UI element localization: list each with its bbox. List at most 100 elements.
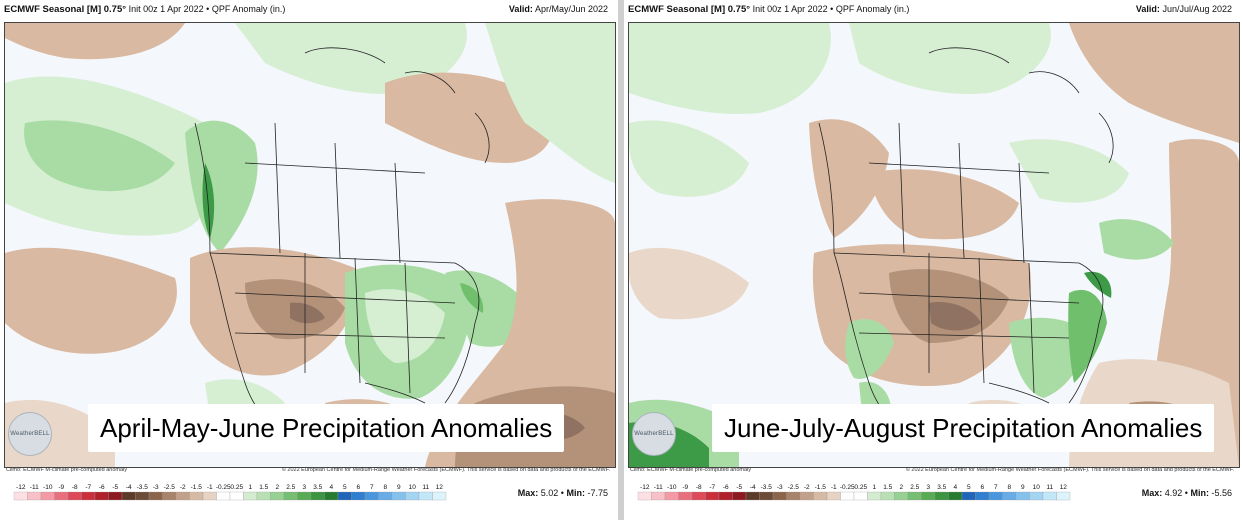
legend-tick-label: -1 [207, 484, 213, 491]
legend-swatch [256, 491, 271, 501]
legend-tick-label: 1 [872, 484, 876, 491]
legend-tick-label: -4 [126, 484, 132, 491]
legend-swatch [867, 491, 882, 501]
legend-swatch [148, 491, 163, 501]
legend-tick-label: -3 [153, 484, 159, 491]
field-name: QPF Anomaly (in.) [211, 4, 286, 14]
legend-tick-label: -8 [72, 484, 78, 491]
map-footer: Climo: ECMWF M-climate pre-computed anom… [4, 467, 614, 477]
init-time: Init 00z 1 Apr 2022 [128, 4, 204, 14]
legend-tick-label: -5 [112, 484, 118, 491]
legend-swatch [175, 491, 190, 501]
legend-tick-label: 3 [302, 484, 306, 491]
weatherbell-logo: WeatherBELL [632, 412, 676, 456]
weatherbell-logo: WeatherBELL [8, 412, 52, 456]
legend-swatch [108, 491, 123, 501]
precip-anomaly-map [4, 22, 616, 468]
init-time: Init 00z 1 Apr 2022 [752, 4, 828, 14]
legend-swatch [418, 491, 433, 501]
legend-tick-label: 12 [436, 484, 444, 491]
copyright-note: © 2022 European Centre for Medium-Range … [905, 467, 1234, 473]
legend-swatch [1042, 491, 1057, 501]
legend-tick-label: -2.5 [788, 484, 800, 491]
valid-period: Valid: Apr/May/Jun 2022 [508, 4, 608, 14]
legend-tick-label: 2 [899, 484, 903, 491]
valid-period: Valid: Jun/Jul/Aug 2022 [1135, 4, 1232, 14]
legend-tick-label: -11 [30, 484, 39, 491]
legend-swatch [162, 491, 177, 501]
legend-tick-label: -5 [736, 484, 742, 491]
legend-swatch [907, 491, 922, 501]
legend-tick-label: -7 [85, 484, 91, 491]
legend-tick-label: -1 [831, 484, 837, 491]
legend-tick-label: -2.5 [164, 484, 176, 491]
legend-tick-label: -10 [667, 484, 677, 491]
legend-tick-label: 0.25 [230, 484, 243, 491]
legend-swatch [921, 491, 936, 501]
map-graphic [5, 23, 615, 467]
color-scale-legend: -12 -11 -10 -9 -8 -7 -6 -5 -4 -3.5 -3 -2.5 -2 -1.5 -1-… [8, 480, 468, 508]
legend-tick-label: -1.5 [191, 484, 203, 491]
legend-swatch [270, 491, 285, 501]
legend-swatch [1029, 491, 1044, 501]
legend-swatch [786, 491, 801, 501]
legend-tick-label: -3.5 [137, 484, 149, 491]
min-value: -7.75 [587, 488, 608, 498]
legend-swatch [1002, 491, 1017, 501]
legend-swatch [1015, 491, 1030, 501]
legend-tick-label: 9 [1021, 484, 1025, 491]
legend-tick-label: -2 [804, 484, 810, 491]
legend-swatch [378, 491, 393, 501]
legend-swatch [405, 491, 420, 501]
legend-tick-label: -9 [682, 484, 688, 491]
legend-tick-label: 10 [409, 484, 417, 491]
panel-jja: ECMWF Seasonal [M] 0.75° Init 00z 1 Apr … [624, 0, 1242, 520]
legend-swatch [432, 491, 447, 501]
legend-swatch [216, 491, 231, 501]
separator: • [830, 4, 834, 14]
legend-tick-label: 3 [926, 484, 930, 491]
legend-tick-label: 3.5 [313, 484, 322, 491]
legend-tick-label: -11 [654, 484, 663, 491]
legend-swatch [283, 491, 298, 501]
legend-swatch [202, 491, 217, 501]
legend-tick-label: 9 [397, 484, 401, 491]
max-value: 4.92 [1164, 488, 1183, 498]
legend-tick-label: -3 [777, 484, 783, 491]
map-header: ECMWF Seasonal [M] 0.75° Init 00z 1 Apr … [4, 4, 614, 22]
legend-swatch [1056, 491, 1071, 501]
precip-anomaly-map [628, 22, 1240, 468]
legend-swatch [81, 491, 96, 501]
legend-tick-label: 11 [1046, 484, 1053, 491]
legend-swatch [772, 491, 787, 501]
legend-tick-label: -10 [43, 484, 53, 491]
legend-swatch [13, 491, 28, 501]
climo-note: Climo: ECMWF M-climate pre-computed anom… [6, 467, 128, 473]
legend-tick-label: 7 [994, 484, 998, 491]
legend-graphic: -12 -11 -10 -9 -8 -7 -6 -5 -4 -3.5 -3 -2.5 -2 -1.5 -1-… [13, 484, 447, 501]
legend-swatch [337, 491, 352, 501]
model-name: ECMWF Seasonal [M] 0.75° [628, 4, 751, 15]
legend-swatch [364, 491, 379, 501]
legend-tick-label: 7 [370, 484, 374, 491]
legend-graphic: -12 -11 -10 -9 -8 -7 -6 -5 -4 -3.5 -3 -2.5 -2 -1.5 -1-… [637, 484, 1071, 501]
legend-swatch [934, 491, 949, 501]
legend-tick-label: 5 [343, 484, 347, 491]
max-min-readout: Max: 5.02 • Min: -7.75 [517, 488, 608, 498]
legend-swatch [297, 491, 312, 501]
legend-swatch [894, 491, 909, 501]
legend-swatch [732, 491, 747, 501]
color-scale-legend: -12 -11 -10 -9 -8 -7 -6 -5 -4 -3.5 -3 -2.5 -2 -1.5 -1-… [632, 480, 1092, 508]
legend-tick-label: -12 [640, 484, 650, 491]
min-value: -5.56 [1211, 488, 1232, 498]
legend-swatch [691, 491, 706, 501]
legend-tick-label: 1.5 [259, 484, 268, 491]
legend-swatch [664, 491, 679, 501]
legend-swatch [229, 491, 244, 501]
legend-tick-label: -6 [723, 484, 729, 491]
legend-swatch [961, 491, 976, 501]
legend-swatch [189, 491, 204, 501]
legend-tick-label: 3.5 [937, 484, 946, 491]
legend-swatch [826, 491, 841, 501]
legend-swatch [94, 491, 109, 501]
